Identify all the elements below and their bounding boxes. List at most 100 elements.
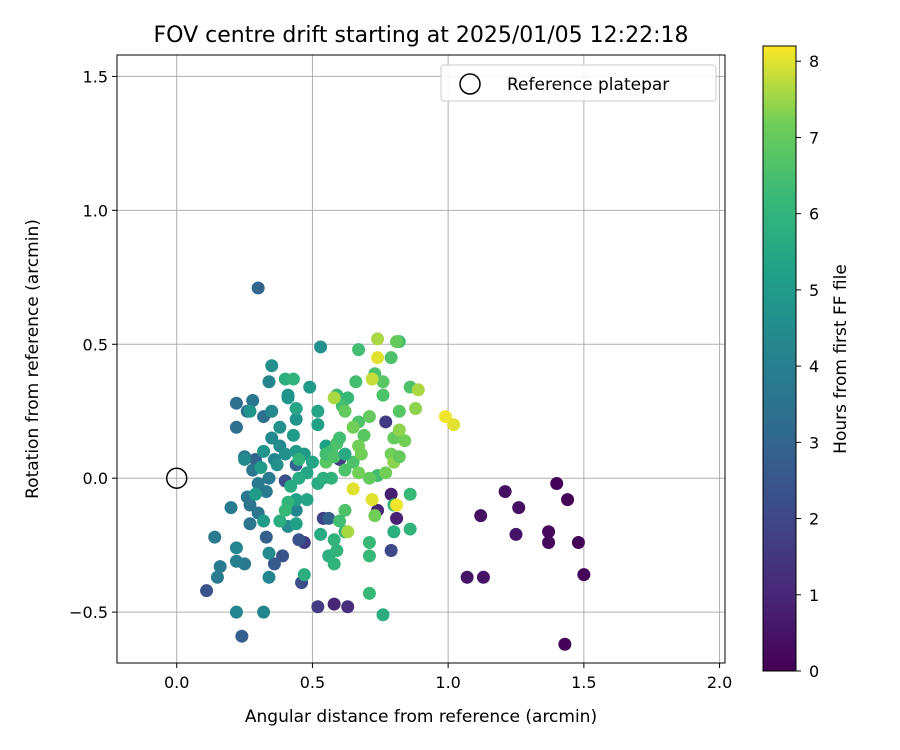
data-point [210,570,224,584]
data-point [365,493,379,507]
data-point [327,450,341,464]
data-point [262,570,276,584]
data-point [259,530,273,544]
colorbar-label: Hours from first FF file [831,264,851,454]
data-point [284,479,298,493]
data-point [349,375,363,389]
data-point [341,525,355,539]
data-point [371,332,385,346]
data-point [447,418,461,432]
data-point [387,525,401,539]
data-point [362,410,376,424]
data-point [474,509,488,523]
colorbar-tick-label: 7 [809,128,819,147]
grid [117,55,725,663]
data-point [392,450,406,464]
data-point [362,535,376,549]
data-point [259,485,273,499]
x-axis-ticks: 0.0 0.5 1.0 1.5 2.0 [164,663,732,692]
data-point [379,466,393,480]
y-tick-label: 0.5 [83,335,108,354]
data-point [316,471,330,485]
data-point [224,501,238,515]
data-point [257,444,271,458]
data-point [289,517,303,531]
data-point [251,477,265,491]
data-point [286,372,300,386]
data-point [346,482,360,496]
data-point [289,402,303,416]
data-point [362,586,376,600]
data-point [292,452,306,466]
data-point [267,557,281,571]
y-tick-label: 0.0 [83,469,108,488]
data-point [498,485,512,499]
data-point [577,568,591,582]
data-point [265,404,279,418]
data-point [314,340,328,354]
data-point [243,498,257,512]
data-point [229,420,243,434]
data-point [341,600,355,614]
data-point [292,533,306,547]
data-point [352,343,366,357]
data-point [229,554,243,568]
x-tick-label: 0.0 [164,673,189,692]
data-point [390,498,404,512]
data-point [289,412,303,426]
x-tick-label: 0.5 [300,673,325,692]
legend: Reference platepar [440,64,717,102]
plot-frame [116,54,726,664]
data-point [281,388,295,402]
data-point [376,388,390,402]
colorbar-ticks: 0 1 2 3 4 5 6 7 8 [796,52,819,681]
data-point [297,568,311,582]
x-tick-label: 1.0 [435,673,460,692]
data-point [338,447,352,461]
data-point [390,335,404,349]
data-point [403,522,417,536]
data-point [238,452,252,466]
colorbar-tick-label: 6 [809,205,819,224]
data-point [248,487,262,501]
data-point [278,503,292,517]
data-point [409,402,423,416]
data-point [273,420,287,434]
colorbar-tick-label: 2 [809,510,819,529]
data-point [384,544,398,558]
data-point [327,391,341,405]
colorbar-tick-label: 5 [809,281,819,300]
data-point [362,549,376,563]
x-axis-label: Angular distance from reference (arcmin) [245,707,597,727]
data-point [262,375,276,389]
data-point [346,420,360,434]
data-point [311,600,325,614]
data-point [265,431,279,445]
data-point [558,637,572,651]
data-point [376,608,390,622]
data-point [362,471,376,485]
data-point [243,404,257,418]
data-point [246,394,260,408]
colorbar-tick-label: 1 [809,586,819,605]
data-point [333,514,347,528]
data-point [289,503,303,517]
data-point [251,281,265,295]
data-point [352,439,366,453]
data-point [550,477,564,491]
data-point [286,428,300,442]
data-point [257,514,271,528]
colorbar: 0 1 2 3 4 5 6 7 8 Hours from first FF file [762,45,851,681]
data-point [327,533,341,547]
data-point [392,404,406,418]
data-point [243,517,257,531]
data-point [460,570,474,584]
data-point [379,415,393,429]
scatter-points [200,281,591,651]
y-axis-label: Rotation from reference (arcmin) [23,219,43,499]
data-point [338,463,352,477]
data-point [509,527,523,541]
y-tick-label: 1.0 [83,201,108,220]
data-point [262,546,276,560]
